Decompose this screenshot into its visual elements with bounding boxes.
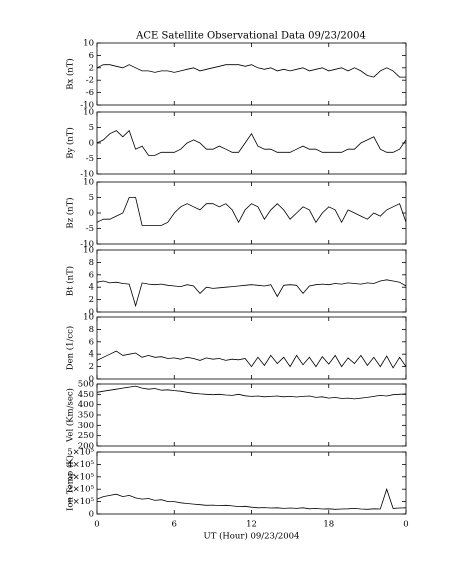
- y-tick-label: 6: [89, 270, 94, 280]
- y-tick-label: -6: [86, 88, 94, 98]
- y-tick-label: 1×10⁵: [67, 497, 94, 507]
- y-tick-label: 4: [89, 350, 94, 360]
- y-tick-label: 10: [83, 108, 94, 118]
- y-tick-label: 4: [89, 283, 94, 293]
- data-line: [96, 350, 407, 369]
- y-tick-label: 3×10⁵: [67, 472, 94, 482]
- x-tick-label: 0: [94, 520, 99, 530]
- y-tick-label: 450: [78, 390, 94, 400]
- y-axis-label: Bx (nT): [65, 58, 76, 90]
- y-tick-label: 10: [83, 313, 94, 323]
- y-tick-label: -5: [86, 154, 94, 164]
- y-axis-label: Bt (nT): [65, 266, 76, 296]
- y-tick-label: 0: [89, 308, 94, 318]
- y-tick-label: -2: [86, 76, 94, 86]
- y-tick-label: -10: [80, 240, 94, 250]
- y-axis-label: Ion Temp (K): [65, 455, 76, 511]
- data-line: [96, 129, 407, 156]
- y-tick-label: 200: [78, 442, 94, 452]
- x-tick-label: 12: [246, 520, 257, 530]
- y-tick-label: 5: [89, 123, 94, 133]
- y-tick-label: 400: [78, 400, 94, 410]
- y-tick-label: 2: [89, 362, 94, 372]
- data-line: [96, 64, 406, 78]
- chart-title: ACE Satellite Observational Data 09/23/2…: [135, 31, 366, 42]
- y-tick-label: 2: [89, 63, 94, 73]
- y-tick-label: -5: [86, 224, 94, 234]
- data-line: [96, 385, 407, 400]
- y-tick-label: -10: [80, 101, 94, 111]
- x-tick-label: 0: [403, 520, 408, 530]
- y-tick-label: 8: [89, 258, 94, 268]
- x-axis-label: UT (Hour) 09/23/2004: [204, 531, 300, 542]
- y-tick-label: 10: [83, 246, 94, 256]
- y-tick-label: 10: [83, 39, 94, 49]
- y-axis-label: Vel (Km/sec): [65, 388, 76, 443]
- y-tick-label: 300: [78, 421, 94, 431]
- y-tick-label: 2×10⁵: [67, 485, 94, 495]
- y-tick-label: 0: [89, 375, 94, 385]
- y-tick-label: 6: [89, 51, 94, 61]
- y-tick-label: 4×10⁵: [67, 460, 94, 470]
- y-tick-label: 5: [89, 193, 94, 203]
- data-line: [96, 487, 407, 510]
- y-tick-label: 8: [89, 325, 94, 335]
- y-axis-label: Bz (nT): [65, 197, 76, 228]
- y-axis-label: By (nT): [65, 127, 76, 159]
- y-tick-label: 0: [89, 510, 94, 520]
- y-tick-label: 350: [78, 411, 94, 421]
- data-line: [96, 279, 407, 308]
- x-tick-label: 6: [172, 520, 177, 530]
- data-line: [96, 197, 407, 226]
- y-tick-label: 2: [89, 295, 94, 305]
- y-tick-label: 0: [89, 139, 94, 149]
- x-tick-label: 18: [323, 520, 334, 530]
- y-tick-label: 250: [78, 431, 94, 441]
- y-tick-label: 0: [89, 209, 94, 219]
- y-tick-label: 500: [78, 380, 94, 390]
- y-tick-label: 10: [83, 178, 94, 188]
- y-axis-label: Den (1/cc): [65, 326, 76, 370]
- y-tick-label: 6: [89, 337, 94, 347]
- y-tick-label: -10: [80, 170, 94, 180]
- y-tick-label: 5×10⁵: [67, 448, 94, 458]
